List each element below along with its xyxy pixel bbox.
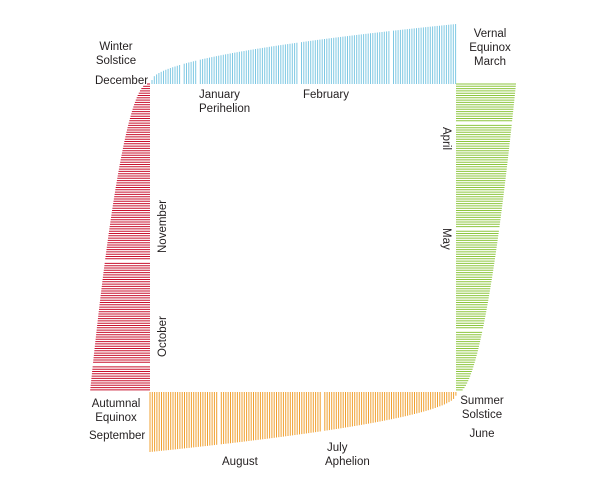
august-label: August <box>222 456 258 468</box>
perihelion-label: Perihelion <box>199 103 251 115</box>
october-label: October <box>157 316 169 357</box>
january-label: January <box>199 89 240 101</box>
june-label: June <box>469 428 495 440</box>
november-label: November <box>157 199 169 253</box>
july-label: July <box>327 442 348 454</box>
summer-solstice-label: Summer Solstice <box>460 395 504 421</box>
september-label: September <box>89 430 146 442</box>
winter-solstice-label: Winter Solstice <box>95 41 137 67</box>
aphelion-label: Aphelion <box>325 456 370 468</box>
march-label: March <box>474 56 506 68</box>
autumnal-equinox-label: Autumnal Equinox <box>91 398 141 424</box>
may-label: May <box>440 228 452 250</box>
vernal-equinox-label: Vernal Equinox <box>469 28 511 54</box>
february-label: February <box>303 89 350 101</box>
april-label: April <box>440 127 452 151</box>
december-label: December <box>95 75 149 87</box>
